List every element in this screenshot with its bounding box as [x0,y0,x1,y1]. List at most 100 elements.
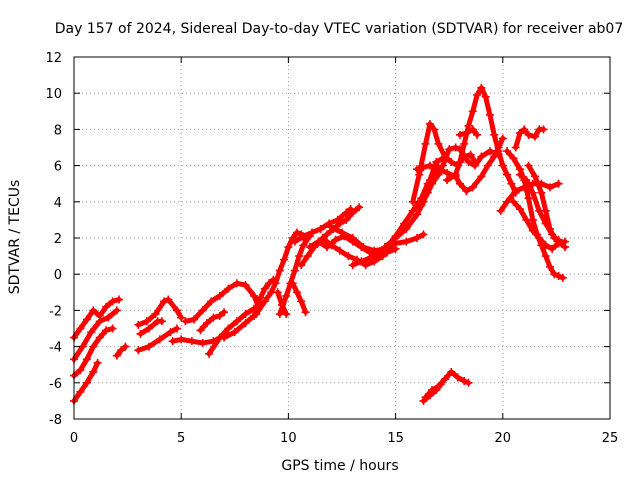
series-trace-16 [275,232,314,319]
data-point [269,275,278,284]
data-point [460,139,469,148]
data-point [541,252,550,261]
ticks: 0 5 10 15 20 25 -8 -6 -4 -2 0 2 4 6 8 10 12 [45,51,618,446]
data-point [470,161,479,170]
data-point [292,288,301,297]
data-point [265,279,274,288]
x-tick-label: 10 [280,431,297,446]
series-line [444,85,519,196]
data-point [528,226,537,235]
data-point [541,206,550,215]
data-point [348,234,357,242]
data-point [134,320,143,329]
data-point [554,235,563,244]
data-point [177,335,186,344]
data-point [316,224,325,233]
data-point [436,380,445,389]
data-point [550,234,559,242]
data-point [419,396,428,405]
series-line [290,280,309,315]
data-point [250,291,259,300]
data-point [455,179,464,188]
data-point [434,139,443,148]
data-point [460,376,469,385]
data-point [425,391,434,400]
data-point [468,125,477,134]
data-point [535,234,544,242]
data-point [168,337,177,346]
data-point [115,295,124,304]
x-tick-label: 15 [387,431,404,446]
data-point [357,257,366,266]
data-point [494,147,503,156]
data-point [445,145,454,154]
data-point [136,329,145,338]
series-trace-34 [509,197,569,253]
data-point [515,205,524,214]
data-point [335,246,344,255]
data-point [432,157,441,166]
data-point [108,297,117,306]
data-point [348,261,357,270]
data-point [468,183,477,192]
data-point [447,367,456,376]
data-point [425,161,434,170]
data-point [524,194,533,203]
data-point [537,188,546,197]
data-point [102,326,111,335]
data-point [438,161,447,170]
series-line [71,297,122,341]
data-point [322,230,331,239]
data-point [260,284,269,293]
data-point [230,328,239,337]
data-point [220,333,229,342]
data-point [155,335,164,344]
series-line [183,280,261,324]
data-point [275,266,284,275]
data-point [327,241,336,250]
data-point [108,324,117,333]
y-tick-label: 6 [54,160,62,175]
data-point [402,224,411,233]
data-point [428,179,437,188]
data-point [455,130,464,139]
data-point [453,373,462,382]
y-tick-label: -6 [49,377,62,392]
data-point [417,201,426,210]
data-point [177,313,186,322]
data-point [443,168,452,177]
data-point [314,237,323,246]
grid [74,57,610,419]
series-trace-5 [112,342,130,360]
data-point [485,147,494,156]
y-tick-label: -4 [49,341,62,356]
data-point [507,179,516,188]
data-point [524,161,533,170]
data-point [524,130,533,139]
series-trace-31 [511,125,548,152]
data-point [117,346,126,355]
series-trace-37 [419,380,445,405]
data-point [299,232,308,241]
y-axis-label: SDTVAR / TECUs [7,180,23,295]
data-point [82,315,91,324]
data-point [93,358,102,367]
series-line [71,307,120,362]
data-point [342,215,351,224]
data-point [172,324,181,333]
data-point [290,237,299,246]
y-tick-label: 4 [54,196,62,211]
data-point [198,338,207,347]
data-point [145,324,154,333]
data-point [76,366,85,375]
data-point [380,243,389,252]
data-point [121,342,130,351]
data-point [391,234,400,242]
series-line [328,224,426,254]
data-point [331,235,340,244]
data-point [432,386,441,395]
data-point [413,165,422,174]
series-trace-6 [134,295,186,329]
data-point [145,342,154,351]
data-point [515,170,524,179]
